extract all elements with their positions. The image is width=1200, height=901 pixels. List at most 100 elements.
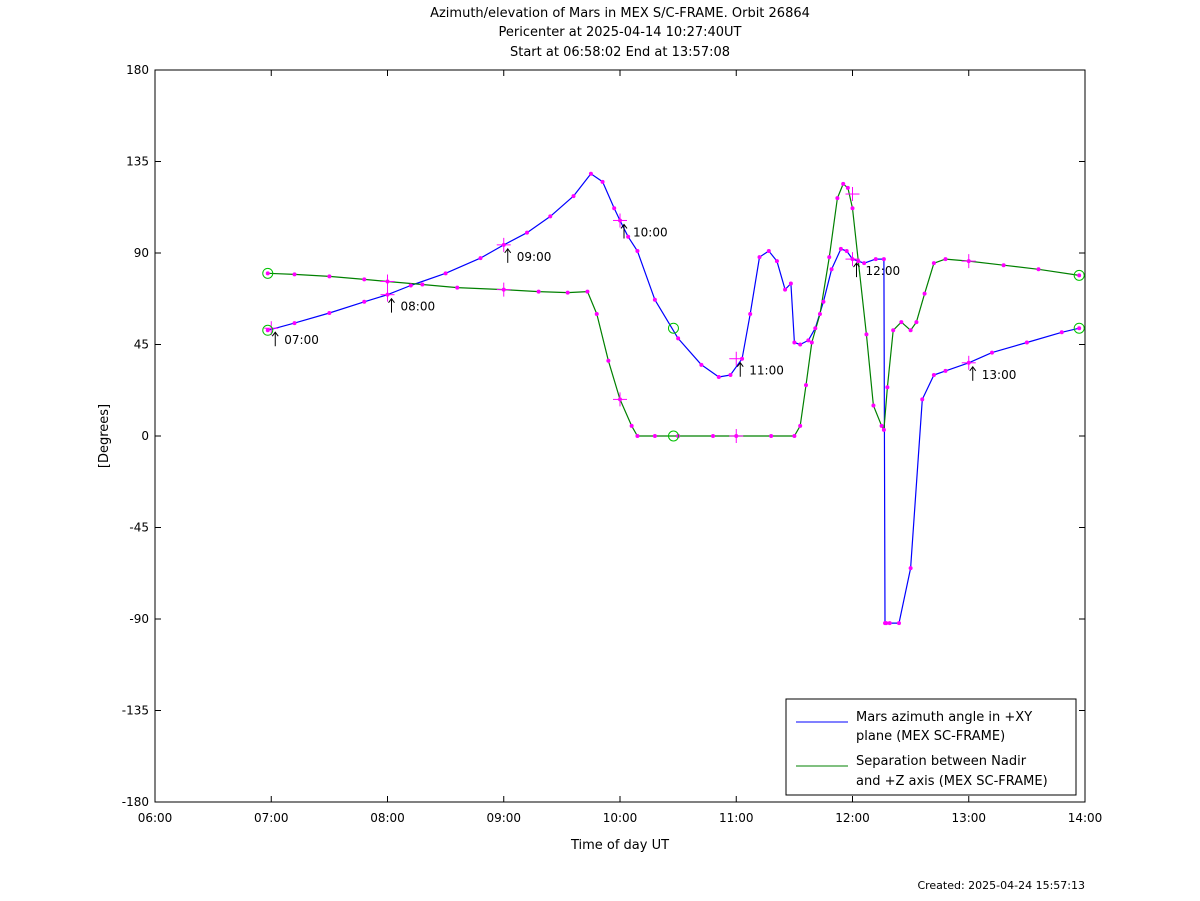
hour-arrow-head [620, 223, 628, 229]
data-point [798, 342, 803, 347]
data-point [792, 434, 797, 438]
data-point [635, 434, 640, 438]
data-point [728, 373, 733, 377]
legend-label-separation-line-1: Separation between Nadir [856, 754, 1027, 769]
data-point [792, 340, 797, 345]
legend-label-azimuth-line-1: Mars azimuth angle in +XY [856, 710, 1032, 725]
data-point [920, 397, 925, 402]
title-line-3: Start at 06:58:02 End at 13:57:08 [510, 45, 730, 60]
data-point [362, 277, 367, 282]
data-point [420, 282, 425, 287]
data-point [606, 358, 611, 363]
data-point [327, 274, 332, 279]
data-point [783, 287, 788, 292]
hour-marker-label: 11:00 [749, 364, 784, 378]
hour-marker-label: 13:00 [982, 368, 1017, 382]
title-line-1: Azimuth/elevation of Mars in MEX S/C-FRA… [430, 6, 810, 21]
data-point [292, 321, 297, 326]
data-point [809, 340, 814, 345]
data-point [990, 350, 994, 355]
data-point [884, 621, 889, 626]
event-circle-marker [667, 430, 679, 442]
title-line-2: Pericenter at 2025-04-14 10:27:40UT [498, 25, 741, 40]
data-point [265, 328, 270, 333]
y-tick-label: -45 [129, 521, 149, 535]
data-point [899, 320, 904, 325]
data-point [881, 427, 886, 432]
data-point [711, 434, 715, 438]
data-point [588, 171, 593, 176]
data-point [850, 206, 855, 211]
data-point [908, 328, 913, 333]
legend-box [785, 698, 1077, 796]
x-tick-label: 11:00 [719, 811, 754, 825]
data-point [943, 257, 948, 262]
data-point [914, 320, 919, 325]
y-axis: -180 -135 -90 -45 0 45 90 135 180 [122, 63, 1085, 809]
hour-marker-label: 08:00 [401, 300, 436, 314]
data-point [536, 289, 541, 294]
hour-arrow-head [271, 331, 279, 337]
data-point [844, 248, 849, 253]
legend-label-separation-line-2: and +Z axis (MEX SC-FRAME) [856, 774, 1048, 789]
data-point [548, 214, 553, 219]
data-point [1059, 330, 1064, 335]
data-point [841, 181, 846, 186]
event-circle-marker [1073, 322, 1085, 334]
data-point [571, 194, 576, 199]
data-point [806, 338, 811, 343]
data-point [885, 385, 890, 390]
plot-markers: 07:00 08:00 09:00 10:00 11:00 12:00 13:00 [262, 171, 1085, 626]
data-point [827, 255, 832, 260]
event-circle-marker [262, 267, 274, 279]
y-axis-label: [Degrees] [97, 404, 112, 468]
data-point [943, 368, 948, 373]
data-point [748, 312, 753, 316]
data-point [699, 362, 704, 367]
data-point [879, 423, 884, 428]
x-tick-label: 13:00 [951, 811, 986, 825]
data-point [864, 332, 869, 337]
data-point [600, 179, 605, 184]
legend: Mars azimuth angle in +XY plane (MEX SC-… [785, 698, 1077, 796]
data-point [1001, 263, 1006, 268]
y-tick-label: 135 [126, 155, 149, 169]
data-point [891, 328, 896, 333]
data-point [922, 291, 927, 296]
data-point [652, 297, 657, 302]
data-point [408, 283, 413, 288]
chart-title: Azimuth/elevation of Mars in MEX S/C-FRA… [430, 6, 810, 60]
y-tick-label: -135 [122, 704, 149, 718]
hour-marker-label: 07:00 [284, 333, 319, 347]
data-point [629, 423, 634, 428]
data-point [774, 259, 779, 264]
data-point [292, 272, 297, 277]
y-tick-label: 0 [141, 429, 149, 443]
x-tick-label: 06:00 [138, 811, 173, 825]
hour-arrow-head [969, 365, 977, 372]
event-circle-marker [262, 324, 274, 336]
hour-marker-label: 09:00 [517, 250, 552, 264]
data-point [676, 336, 681, 341]
hour-marker-label: 10:00 [633, 225, 668, 239]
data-point [835, 196, 840, 201]
data-point [856, 259, 861, 264]
series-separation-line [267, 183, 1080, 437]
data-point [838, 246, 843, 251]
data-point [585, 289, 590, 294]
x-axis-label: Time of day UT [570, 838, 669, 853]
x-tick-label: 09:00 [486, 811, 521, 825]
data-point [804, 383, 808, 388]
data-point [931, 261, 936, 266]
data-point [1077, 273, 1082, 278]
x-tick-label: 07:00 [254, 811, 289, 825]
data-point [525, 230, 529, 235]
data-point [327, 310, 332, 315]
plot-series [267, 173, 1080, 624]
data-point [908, 566, 913, 571]
data-point [897, 621, 901, 626]
x-tick-label: 12:00 [835, 811, 870, 825]
data-point [887, 621, 892, 626]
data-point [881, 257, 886, 262]
